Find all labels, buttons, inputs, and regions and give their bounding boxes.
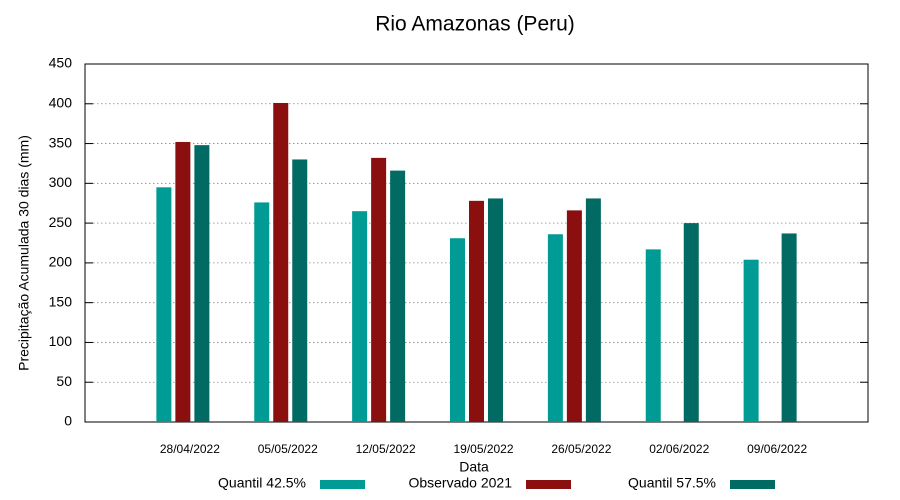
- legend-label: Observado 2021: [408, 475, 512, 491]
- bar: [450, 238, 465, 422]
- bar: [469, 200, 484, 422]
- bar: [175, 141, 191, 422]
- y-tick-label: 250: [49, 214, 73, 230]
- bar: [781, 233, 797, 422]
- bar: [488, 198, 503, 422]
- y-tick-label: 350: [49, 134, 73, 150]
- legend-label: Quantil 42.5%: [218, 475, 306, 491]
- legend-swatch: [526, 480, 571, 489]
- bar: [371, 157, 387, 422]
- bar: [273, 102, 289, 422]
- bar: [352, 211, 368, 422]
- bar: [254, 202, 270, 422]
- y-tick-label: 450: [49, 55, 73, 71]
- y-tick-label: 0: [64, 413, 72, 429]
- x-tick-label: 02/06/2022: [649, 442, 709, 456]
- bar: [566, 210, 582, 422]
- bar: [292, 159, 308, 422]
- x-tick-label: 05/05/2022: [258, 442, 318, 456]
- bar: [585, 198, 601, 422]
- legend-label: Quantil 57.5%: [628, 475, 716, 491]
- bar: [547, 234, 563, 422]
- bar: [645, 249, 661, 422]
- x-tick-label: 12/05/2022: [356, 442, 416, 456]
- bar: [390, 170, 406, 422]
- x-tick-label: 19/05/2022: [453, 442, 513, 456]
- y-tick-label: 200: [49, 254, 73, 270]
- y-tick-label: 100: [49, 333, 73, 349]
- legend-swatch: [730, 480, 775, 489]
- x-tick-label: 28/04/2022: [160, 442, 220, 456]
- x-tick-label: 09/06/2022: [747, 442, 807, 456]
- x-tick-label: 26/05/2022: [551, 442, 611, 456]
- y-axis-title: Precipitação Acumulada 30 dias (mm): [16, 135, 32, 371]
- bar: [683, 223, 699, 422]
- chart-title: Rio Amazonas (Peru): [375, 13, 575, 36]
- y-tick-label: 300: [49, 174, 73, 190]
- legend-swatch: [320, 480, 365, 489]
- bar: [194, 145, 210, 422]
- x-axis-title: Data: [459, 459, 489, 475]
- bar: [743, 259, 759, 422]
- y-tick-label: 150: [49, 293, 73, 309]
- y-tick-label: 400: [49, 94, 73, 110]
- y-tick-label: 50: [56, 373, 72, 389]
- bar: [156, 187, 172, 422]
